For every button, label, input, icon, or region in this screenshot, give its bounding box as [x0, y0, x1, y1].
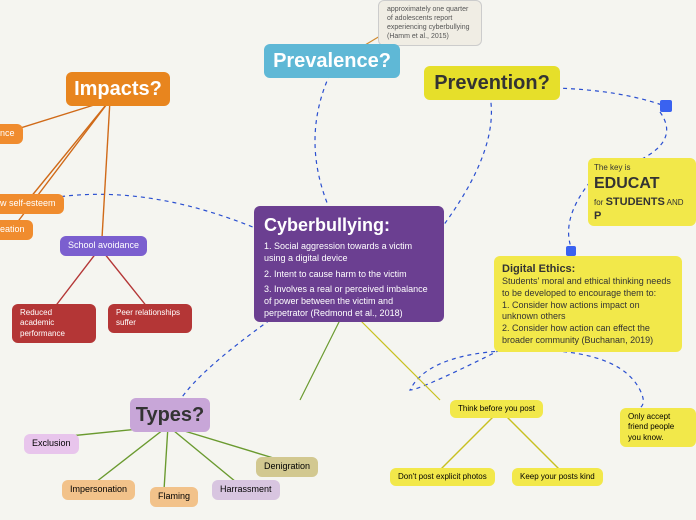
edu-2c: AND	[665, 198, 684, 207]
lbl: Think before you post	[458, 404, 535, 413]
prevalence-label: Prevalence?	[273, 50, 391, 72]
lbl: Impersonation	[70, 484, 127, 494]
type-exclusion[interactable]: Exclusion	[24, 434, 79, 454]
type-denigration[interactable]: Denigration	[256, 457, 318, 477]
education-box[interactable]: The key is EDUCAT for STUDENTS AND P	[588, 158, 696, 226]
edu-2b: STUDENTS	[606, 196, 665, 208]
impact-nce[interactable]: nce	[0, 124, 23, 144]
center-title: Cyberbullying:	[264, 214, 434, 237]
type-harrassment[interactable]: Harrassment	[212, 480, 280, 500]
branch-impacts[interactable]: Impacts?	[66, 72, 170, 106]
ethics-box[interactable]: Digital Ethics: Students' moral and ethi…	[494, 256, 682, 352]
impact-selfesteem[interactable]: w self-esteem	[0, 194, 64, 214]
lbl: Denigration	[264, 461, 310, 471]
lbl: Don't post explicit photos	[398, 472, 487, 481]
impact-school[interactable]: School avoidance	[60, 236, 147, 256]
lbl: nce	[0, 128, 15, 138]
lbl: Harrassment	[220, 484, 272, 494]
tip-think[interactable]: Think before you post	[450, 400, 543, 418]
branch-prevention[interactable]: Prevention?	[424, 66, 560, 100]
edu-2a: for	[594, 198, 606, 207]
lbl: Only accept friend people you know.	[628, 412, 674, 442]
center-line2: 2. Intent to cause harm to the victim	[264, 269, 434, 281]
tip-kind[interactable]: Keep your posts kind	[512, 468, 603, 486]
impact-academic[interactable]: Reduced academic performance	[12, 304, 96, 343]
handle-square-2[interactable]	[566, 246, 576, 256]
note-text: approximately one quarter of adolescents…	[387, 6, 470, 40]
impacts-label: Impacts?	[74, 78, 162, 100]
impact-peer[interactable]: Peer relationships suffer	[108, 304, 192, 333]
ethics-title: Digital Ethics:	[502, 262, 674, 276]
branch-types[interactable]: Types?	[130, 398, 210, 432]
lbl: Flaming	[158, 491, 190, 501]
type-flaming[interactable]: Flaming	[150, 487, 198, 507]
edu-2d: P	[594, 210, 601, 222]
impact-eation[interactable]: eation	[0, 220, 33, 240]
lbl: Keep your posts kind	[520, 472, 595, 481]
types-label: Types?	[136, 404, 205, 426]
mindmap-canvas: approximately one quarter of adolescents…	[0, 0, 696, 520]
lbl: eation	[0, 224, 25, 234]
center-node[interactable]: Cyberbullying: 1. Social aggression towa…	[254, 206, 444, 322]
ethics-body: Students' moral and ethical thinking nee…	[502, 276, 674, 346]
tip-explicit[interactable]: Don't post explicit photos	[390, 468, 495, 486]
prevention-label: Prevention?	[434, 72, 550, 94]
center-line1: 1. Social aggression towards a victim us…	[264, 241, 434, 264]
branch-prevalence[interactable]: Prevalence?	[264, 44, 400, 78]
prevalence-note: approximately one quarter of adolescents…	[378, 0, 482, 46]
lbl: Reduced academic performance	[20, 308, 65, 338]
lbl: Peer relationships suffer	[116, 308, 180, 327]
type-impersonation[interactable]: Impersonation	[62, 480, 135, 500]
tip-friends[interactable]: Only accept friend people you know.	[620, 408, 696, 447]
edu-pre: The key is	[594, 163, 630, 172]
lbl: Exclusion	[32, 438, 71, 448]
lbl: School avoidance	[68, 240, 139, 250]
edu-big: EDUCAT	[594, 175, 659, 192]
lbl: w self-esteem	[0, 198, 56, 208]
center-line3: 3. Involves a real or perceived imbalanc…	[264, 284, 434, 319]
handle-square-1[interactable]	[660, 100, 672, 112]
